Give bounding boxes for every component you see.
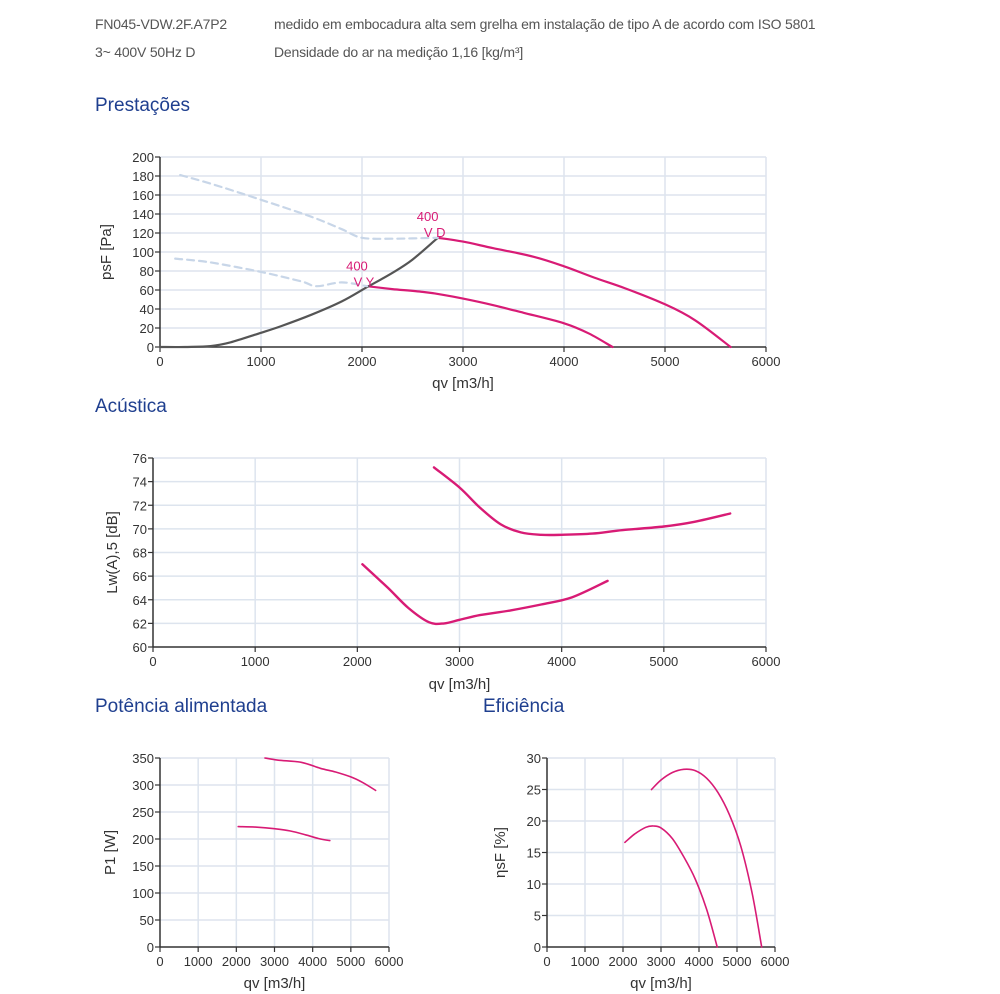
y-tick-label: 20: [527, 814, 541, 829]
x-tick-label: 3000: [260, 954, 289, 969]
series-line-400-v-d: [432, 466, 732, 537]
y-tick-label: 30: [527, 751, 541, 766]
model-code: FN045-VDW.2F.A7P2: [95, 16, 227, 32]
y-tick-label: 25: [527, 783, 541, 798]
y-tick-label: 200: [132, 832, 154, 847]
y-tick-label: 150: [132, 859, 154, 874]
y-tick-label: 20: [140, 321, 154, 336]
y-tick-label: 50: [140, 913, 154, 928]
y-tick-label: 180: [132, 169, 154, 184]
y-tick-label: 0: [147, 940, 154, 955]
x-tick-label: 0: [543, 954, 550, 969]
x-tick-label: 1000: [247, 354, 276, 369]
x-axis-label: qv [m3/h]: [429, 676, 491, 693]
x-axis-label: qv [m3/h]: [630, 975, 692, 992]
y-tick-label: 5: [534, 909, 541, 924]
x-tick-label: 6000: [752, 354, 781, 369]
y-tick-label: 74: [133, 475, 147, 490]
x-tick-label: 2000: [222, 954, 251, 969]
chart-acoustics: 0 1000 2000 3000 4000 5000 6000 60 62 64 66 68 70 72 7…: [104, 451, 780, 693]
y-tick-label: 200: [132, 150, 154, 165]
x-tick-label: 1000: [184, 954, 213, 969]
x-tick-label: 5000: [649, 654, 678, 669]
x-tick-label: 2000: [348, 354, 377, 369]
x-tick-label: 4000: [547, 654, 576, 669]
x-tick-label: 1000: [241, 654, 270, 669]
y-tick-label: 70: [133, 522, 147, 537]
x-axis-label: qv [m3/h]: [432, 375, 494, 392]
x-tick-label: 0: [156, 954, 163, 969]
curve-annotation-label: 400: [417, 209, 439, 224]
air-density: Densidade do ar na medição 1,16 [kg/m³]: [274, 44, 524, 60]
x-tick-label: 0: [156, 354, 163, 369]
section-title-performance: Prestações: [95, 95, 191, 116]
y-tick-label: 140: [132, 207, 154, 222]
y-tick-label: 72: [133, 498, 147, 513]
y-tick-label: 62: [133, 616, 147, 631]
chart-power: 0 1000 2000 3000 4000 5000 6000 0 50 100 150 200 250…: [102, 751, 403, 992]
x-tick-label: 0: [149, 654, 156, 669]
y-tick-label: 250: [132, 805, 154, 820]
y-tick-label: 66: [133, 569, 147, 584]
x-tick-label: 6000: [761, 954, 790, 969]
series-line-d-extension: [179, 173, 439, 240]
y-tick-label: 0: [147, 340, 154, 355]
y-tick-label: 10: [527, 877, 541, 892]
y-axis-label: P1 [W]: [102, 830, 119, 875]
series-line-400-v-y: [624, 825, 718, 948]
y-tick-label: 76: [133, 451, 147, 466]
curve-annotation-label: V Y: [354, 274, 375, 289]
x-tick-label: 3000: [445, 654, 474, 669]
x-tick-label: 2000: [343, 654, 372, 669]
x-tick-label: 5000: [336, 954, 365, 969]
section-title-acoustics: Acústica: [95, 396, 167, 417]
y-axis-label: ηsF [%]: [492, 827, 509, 878]
y-tick-label: 64: [133, 593, 147, 608]
x-tick-label: 2000: [609, 954, 638, 969]
y-tick-label: 15: [527, 846, 541, 861]
x-tick-label: 5000: [651, 354, 680, 369]
series-line-system-curve: [158, 236, 439, 349]
y-tick-label: 120: [132, 226, 154, 241]
series-line-400-v-y: [237, 825, 331, 842]
x-tick-label: 5000: [723, 954, 752, 969]
y-tick-label: 40: [140, 302, 154, 317]
series-line-400-v-d: [650, 768, 763, 948]
x-tick-label: 3000: [449, 354, 478, 369]
y-tick-label: 350: [132, 751, 154, 766]
x-tick-label: 1000: [571, 954, 600, 969]
y-tick-label: 60: [140, 283, 154, 298]
series-line-400-v-d: [264, 757, 377, 792]
section-title-power: Potência alimentada: [95, 696, 268, 717]
curve-annotation-label: V D: [424, 225, 446, 240]
x-tick-label: 6000: [752, 654, 781, 669]
series-line-400-v-y: [366, 285, 614, 349]
chart-efficiency: 0 1000 2000 3000 4000 5000 6000 0 5 10 15 20 25 30 qv …: [492, 751, 789, 992]
y-tick-label: 300: [132, 778, 154, 793]
y-tick-label: 100: [132, 245, 154, 260]
x-tick-label: 3000: [647, 954, 676, 969]
series-line-y-extension: [174, 257, 369, 288]
x-tick-label: 6000: [375, 954, 404, 969]
series-line-400-v-d: [436, 236, 732, 349]
measurement-description: medido em embocadura alta sem grelha em …: [274, 16, 816, 32]
series-line-400-v-y: [361, 563, 609, 626]
x-tick-label: 4000: [550, 354, 579, 369]
x-tick-label: 4000: [298, 954, 327, 969]
curve-annotation-label: 400: [346, 258, 368, 273]
y-tick-label: 60: [133, 640, 147, 655]
x-tick-label: 4000: [685, 954, 714, 969]
chart-performance: 0 1000 2000 3000 4000 5000 6000 0 20 40 60 80 100 120…: [98, 150, 780, 392]
y-tick-label: 80: [140, 264, 154, 279]
y-axis-label: psF [Pa]: [98, 224, 115, 280]
y-tick-label: 0: [534, 940, 541, 955]
supply-voltage: 3~ 400V 50Hz D: [95, 44, 196, 60]
y-tick-label: 160: [132, 188, 154, 203]
y-tick-label: 100: [132, 886, 154, 901]
x-axis-label: qv [m3/h]: [244, 975, 306, 992]
y-axis-label: Lw(A),5 [dB]: [104, 511, 121, 594]
section-title-efficiency: Eficiência: [483, 696, 565, 717]
y-tick-label: 68: [133, 546, 147, 561]
